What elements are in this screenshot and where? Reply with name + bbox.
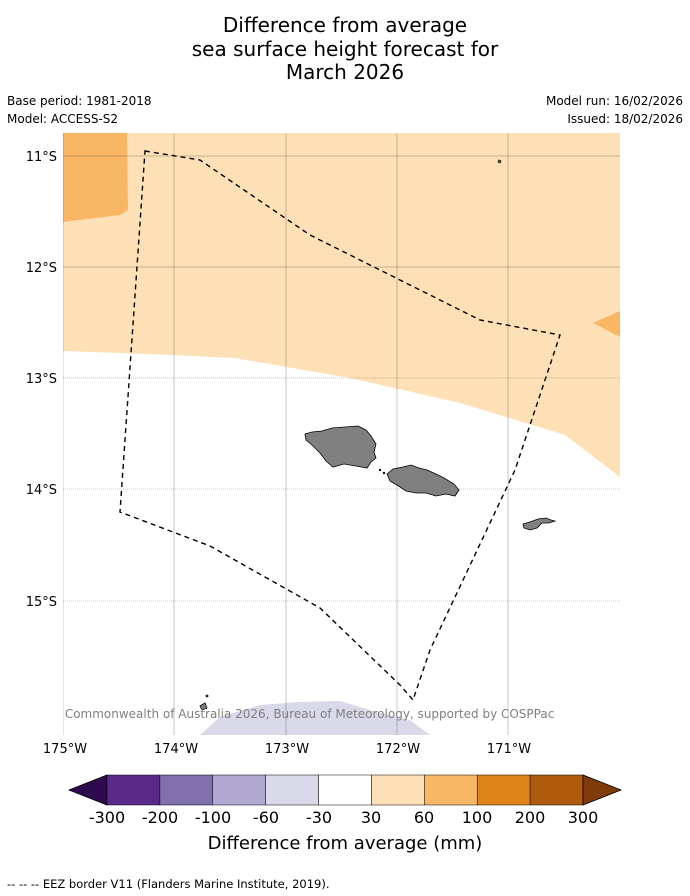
cbar-tick-8: 200	[515, 808, 546, 827]
longitude-labels: 175°W 174°W 173°W 172°W 171°W	[43, 742, 531, 757]
lon-label-175w: 175°W	[43, 742, 87, 757]
issued-date: Issued: 18/02/2026	[567, 112, 683, 126]
savaii-island	[304, 425, 377, 469]
copyright-text: © Commonwealth of Australia 2026, Bureau…	[49, 707, 554, 721]
cbar-tick-6: 60	[414, 808, 434, 827]
islet-dot-3	[382, 471, 386, 475]
cbar-tick-1: -200	[142, 808, 178, 827]
map-plot-area: © Commonwealth of Australia 2026, Bureau…	[49, 133, 620, 735]
metadata-right: Model run: 16/02/2026 Issued: 18/02/2026	[546, 94, 683, 130]
colorbar-segment-4	[318, 774, 372, 806]
model-run-date: Model run: 16/02/2026	[545, 94, 683, 108]
colorbar-extend-high	[582, 774, 623, 806]
upolu-island	[386, 464, 460, 497]
anomaly-region-60-100mm-east	[593, 311, 620, 337]
colorbar-label: Difference from average (mm)	[207, 833, 483, 854]
lat-label-12s: 12°S	[26, 261, 57, 276]
lon-label-174w: 174°W	[154, 742, 198, 757]
cbar-tick-9: 300	[568, 808, 599, 827]
colorbar-extend-low	[67, 774, 108, 806]
anomaly-region-neg-30-60mm	[200, 701, 430, 735]
eez-border	[119, 150, 561, 702]
cbar-tick-3: -60	[253, 808, 279, 827]
cbar-tick-7: 100	[462, 808, 493, 827]
colorbar-segment-1	[159, 774, 214, 806]
gridlines	[63, 133, 620, 735]
colorbar-segment-0	[106, 774, 161, 806]
latitude-labels: 11°S 12°S 13°S 14°S 15°S	[26, 150, 57, 610]
lat-label-14s: 14°S	[26, 483, 57, 498]
cbar-tick-4: -30	[306, 808, 332, 827]
lon-label-173w: 173°W	[265, 742, 309, 757]
lon-label-172w: 172°W	[376, 742, 420, 757]
title-line-1: Difference from average	[222, 13, 468, 37]
lat-label-15s: 15°S	[26, 595, 57, 610]
swains-island	[497, 159, 502, 164]
lon-label-171w: 171°W	[487, 742, 531, 757]
title-line-3: March 2026	[285, 60, 405, 84]
land-masses	[199, 159, 557, 711]
colorbar-tick-labels: -300 -200 -100 -60 -30 30 60 100 200 300	[89, 808, 598, 827]
colorbar-segment-6	[424, 774, 478, 806]
anomaly-region-30-60mm	[63, 133, 620, 477]
south-islet	[199, 702, 208, 711]
metadata-left: Base period: 1981-2018 Model: ACCESS-S2	[7, 94, 152, 130]
tutuila-island	[522, 517, 557, 531]
anomaly-region-60-100mm-west	[63, 133, 128, 222]
cbar-tick-0: -300	[89, 808, 125, 827]
colorbar-segment-3	[265, 774, 319, 806]
islet-dot	[205, 694, 209, 698]
colorbar-segment-2	[212, 774, 266, 806]
colorbar-segment-7	[476, 774, 531, 806]
cbar-tick-5: 30	[361, 808, 381, 827]
islet-dot-2	[378, 468, 382, 472]
cbar-tick-2: -100	[195, 808, 231, 827]
chart-title: Difference from average sea surface heig…	[0, 13, 690, 85]
lat-label-11s: 11°S	[26, 150, 57, 165]
eez-footnote: -- -- -- EEZ border V11 (Flanders Marine…	[7, 877, 330, 891]
model-name: Model: ACCESS-S2	[7, 112, 119, 126]
title-line-2: sea surface height forecast for	[191, 36, 499, 61]
colorbar-segment-8	[529, 774, 584, 806]
lat-label-13s: 13°S	[26, 372, 57, 387]
base-period: Base period: 1981-2018	[7, 94, 152, 108]
colorbar-segments	[67, 774, 623, 806]
colorbar-segment-5	[371, 774, 425, 806]
